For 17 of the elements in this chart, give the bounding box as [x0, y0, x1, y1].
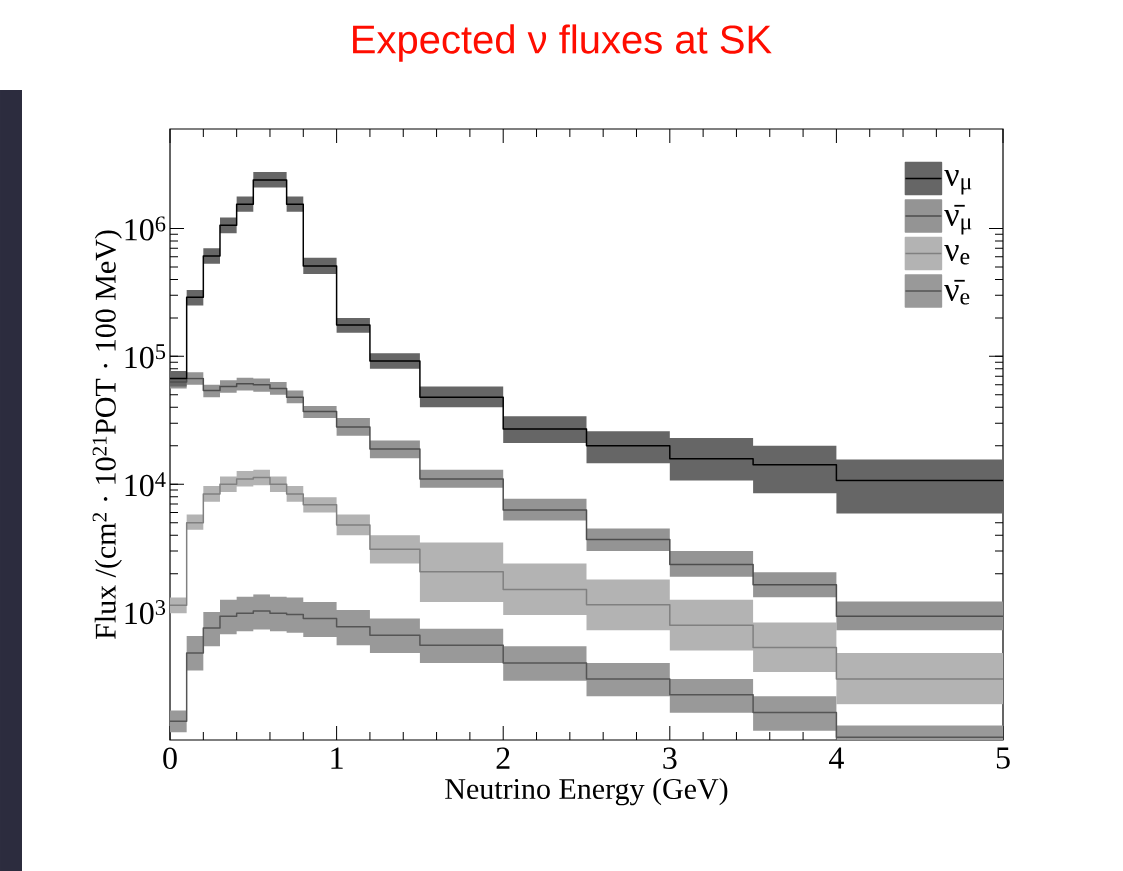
x-tick-label: 3 [663, 747, 677, 770]
y-tick-label: 10$^{6}$ [125, 216, 166, 241]
x-axis-title: Neutrino Energy (GeV) [445, 777, 728, 806]
y-axis-title: Flux /(cm$^{2}$ · 10$^{21}$POT · 100 MeV) [92, 230, 122, 640]
legend-label: ν$_{e}$ [944, 244, 970, 265]
y-tick-label: 10$^{3}$ [125, 600, 166, 625]
legend-label: ν$_{μ}$ [944, 169, 972, 195]
x-tick-label: 0 [163, 747, 177, 770]
y-tick-label: 10$^{4}$ [125, 472, 166, 497]
x-tick-label: 2 [496, 747, 510, 769]
x-tick-label: 4 [829, 747, 844, 769]
y-tick-label: 10$^{5}$ [125, 344, 166, 369]
x-tick-label: 1 [331, 747, 343, 769]
chart-title: Expected ν fluxes at SK [353, 24, 772, 62]
legend-label: ν̄$_{e}$ [944, 279, 970, 305]
legend-label: ν̄$_{μ}$ [944, 204, 972, 235]
x-tick-label: 5 [996, 747, 1010, 769]
